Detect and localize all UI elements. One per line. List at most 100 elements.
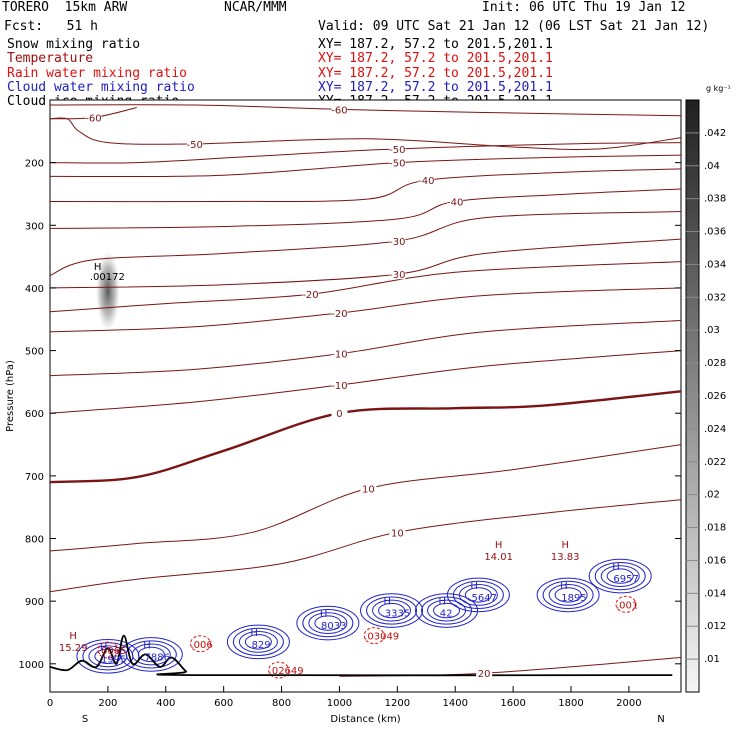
north-end-label: N	[657, 714, 664, 725]
rain-xy-label: XY= 187.2, 57.2 to 201.5,201.1	[318, 66, 553, 81]
y-axis-title: Pressure (hPa)	[5, 360, 16, 432]
cloud-water-max-label: .5647	[468, 593, 497, 604]
x-tick-label: 1200	[385, 698, 410, 709]
isotherm-label: -30	[389, 270, 405, 281]
temperature-max-label: 13.83	[551, 552, 580, 563]
temperature-max-marker: H	[69, 631, 77, 642]
y-tick-label: 300	[25, 221, 44, 232]
isotherm-label: -50	[187, 140, 203, 151]
center-label: NCAR/MMM	[224, 0, 287, 15]
temperature-max-marker: H	[495, 540, 503, 551]
isotherm-label-bg	[302, 288, 319, 300]
colorbar-label: .014	[704, 588, 726, 599]
cloud-water-contour	[119, 637, 183, 672]
isotherm-label-bg	[389, 156, 406, 168]
temperature-max-label: 15.29	[59, 643, 88, 654]
isotherm-label: -40	[447, 197, 463, 208]
isotherm-label: 10	[391, 528, 404, 539]
rain-water-contour	[363, 627, 385, 645]
isotherm-label: -10	[331, 350, 347, 361]
isotherm-line	[49, 499, 682, 593]
isotherm-line	[49, 188, 682, 229]
isotherm-label-bg	[389, 526, 406, 538]
isotherm-line	[49, 211, 682, 276]
x-tick-label: 600	[214, 698, 233, 709]
cloud-water-max-marker: H	[384, 597, 392, 608]
colorbar-label: .042	[704, 128, 726, 139]
y-tick-label: 800	[25, 535, 44, 546]
y-tick-label: 900	[25, 597, 44, 608]
rain-water-max-label: .001	[616, 600, 638, 611]
cloud-water-contour	[421, 596, 473, 625]
cloud-water-contour	[226, 624, 290, 660]
isotherm-label-bg	[85, 111, 102, 123]
isotherm-label: -60	[85, 114, 101, 125]
temperature-xy-label: XY= 187.2, 57.2 to 201.5,201.1	[318, 51, 553, 66]
x-tick-label: 800	[272, 698, 291, 709]
rain-water-contour	[615, 595, 637, 613]
cloud-water-contour	[458, 583, 498, 606]
x-tick-label: 2000	[616, 698, 641, 709]
isotherm-label-bg	[331, 379, 348, 391]
cloud-water-max-marker: H	[320, 609, 328, 620]
colorbar-label: .016	[704, 555, 726, 566]
y-tick-label: 700	[25, 472, 44, 483]
model-label: TORERO 15km ARW	[2, 0, 128, 15]
cloud-water-contour	[548, 583, 588, 606]
forecast-label: Fcst: 51 h	[4, 19, 98, 34]
isotherm-label-bg	[389, 268, 406, 280]
isotherm-label-bg	[331, 347, 348, 359]
cloud-ice-max-label: .00172	[90, 272, 125, 283]
colorbar-label: .012	[704, 621, 726, 632]
cloud-water-contour	[446, 577, 510, 613]
isotherm-label: 10	[362, 484, 375, 495]
colorbar-label: .018	[704, 523, 726, 534]
colorbar-label: .03	[704, 325, 720, 336]
isotherm-label-bg	[389, 142, 406, 154]
cloud-water-contour	[302, 608, 354, 638]
cloud-water-contour	[244, 634, 272, 650]
isotherm-line	[49, 168, 682, 203]
isotherm-label: -30	[389, 237, 405, 248]
cloud-water-contour	[415, 593, 479, 628]
cloud-water-contour	[296, 605, 360, 641]
cloud-water-contour	[600, 565, 640, 588]
isotherm-line	[49, 261, 682, 313]
colorbar-label: .02	[704, 490, 720, 501]
cloud-water-contour	[366, 596, 418, 625]
isotherm-label: -60	[331, 105, 347, 116]
colorbar-label: .024	[704, 424, 726, 435]
cloud-water-contour	[433, 602, 461, 619]
isotherm-label: -40	[418, 176, 434, 187]
cloud-water-contour	[372, 599, 412, 622]
cloud-water-contour	[308, 612, 348, 634]
y-tick-label: 1000	[19, 660, 44, 671]
isotherm-label-bg	[389, 234, 406, 246]
field-rain-label: Rain water mixing ratio	[7, 66, 188, 81]
rain-water-max-label: .03049	[364, 632, 399, 643]
cloud-water-contour	[594, 562, 646, 591]
isotherm-label-bg	[186, 137, 203, 149]
x-tick-label: 1600	[500, 698, 525, 709]
cloud-water-contour	[360, 593, 424, 628]
cloud-ice-max-marker: H	[94, 262, 102, 273]
y-tick-label: 400	[25, 284, 44, 295]
field-cloudwater-label: Cloud water mixing ratio	[7, 80, 195, 95]
isotherm-label: -20	[331, 309, 347, 320]
south-end-label: S	[82, 714, 88, 725]
isotherm-label: -10	[331, 381, 347, 392]
cloud-ice-shading	[95, 250, 120, 332]
cloud-water-max-marker: H	[470, 581, 478, 592]
colorbar-label: .026	[704, 391, 726, 402]
cloud-water-max-label: .6957	[610, 574, 639, 585]
isotherm-line	[49, 117, 682, 150]
field-snow-label: Snow mixing ratio	[7, 37, 141, 52]
cloud-water-max-label: .7886	[141, 652, 170, 663]
colorbar-label: .022	[704, 457, 726, 468]
isotherm-label-bg	[331, 407, 348, 419]
y-tick-label: 600	[25, 409, 44, 420]
x-tick-label: 400	[156, 698, 175, 709]
y-tick-label: 200	[25, 159, 44, 170]
cloud-water-contour	[588, 558, 652, 594]
